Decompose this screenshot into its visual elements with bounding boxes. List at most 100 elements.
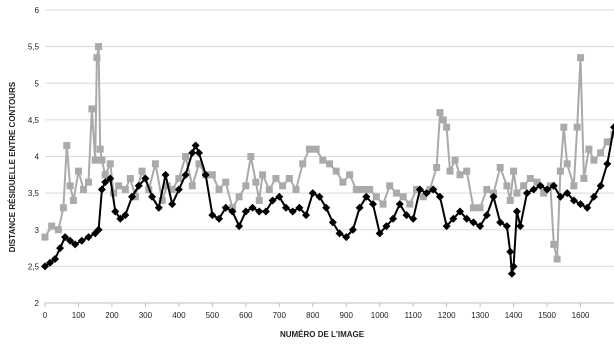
- data-point: [564, 160, 571, 167]
- data-point: [557, 168, 564, 175]
- data-point: [580, 175, 587, 182]
- data-point: [70, 197, 77, 204]
- x-tick-label: 300: [139, 311, 153, 320]
- x-tick-label: 1400: [505, 311, 523, 320]
- x-tick-label: 1300: [471, 311, 489, 320]
- data-point: [139, 168, 146, 175]
- data-point: [346, 171, 353, 178]
- data-point: [574, 124, 581, 131]
- y-tick-label: 4,5: [28, 116, 40, 125]
- data-point: [175, 175, 182, 182]
- data-point: [55, 226, 62, 233]
- data-point: [604, 138, 611, 145]
- data-point: [299, 160, 306, 167]
- y-tick-label: 6: [35, 6, 40, 15]
- y-tick-label: 2: [35, 299, 40, 308]
- data-point: [88, 105, 95, 112]
- x-tick-label: 1500: [538, 311, 556, 320]
- data-point: [107, 160, 114, 167]
- data-point: [446, 168, 453, 175]
- x-tick-label: 1100: [405, 311, 423, 320]
- data-point: [98, 157, 105, 164]
- data-point: [60, 204, 67, 211]
- y-axis-title: DISTANCE RÉSIDUELLE ENTRE CONTOURS: [8, 81, 17, 252]
- data-point: [577, 54, 584, 61]
- x-tick-label: 500: [206, 311, 220, 320]
- data-point: [463, 168, 470, 175]
- data-point: [252, 179, 259, 186]
- data-point: [247, 153, 254, 160]
- data-point: [95, 43, 102, 50]
- data-point: [259, 171, 266, 178]
- data-point: [313, 146, 320, 153]
- y-tick-label: 5,5: [28, 43, 40, 52]
- data-point: [319, 157, 326, 164]
- data-point: [306, 146, 313, 153]
- x-tick-label: 0: [43, 311, 48, 320]
- y-tick-label: 3,5: [28, 189, 40, 198]
- x-tick-label: 400: [172, 311, 186, 320]
- data-point: [477, 204, 484, 211]
- y-tick-label: 3: [35, 226, 40, 235]
- x-tick-label: 1200: [438, 311, 456, 320]
- data-point: [483, 186, 490, 193]
- data-point: [440, 116, 447, 123]
- data-point: [92, 157, 99, 164]
- data-point: [359, 186, 366, 193]
- y-tick-label: 2,5: [28, 262, 40, 271]
- data-point: [326, 160, 333, 167]
- data-point: [256, 197, 263, 204]
- data-point: [182, 153, 189, 160]
- data-point: [497, 164, 504, 171]
- x-tick-label: 100: [72, 311, 86, 320]
- x-tick-label: 1600: [572, 311, 590, 320]
- data-point: [585, 146, 592, 153]
- data-point: [366, 186, 373, 193]
- data-point: [554, 256, 561, 263]
- data-point: [590, 157, 597, 164]
- data-point: [122, 186, 129, 193]
- data-point: [570, 182, 577, 189]
- data-point: [152, 160, 159, 167]
- data-point: [470, 204, 477, 211]
- data-point: [75, 168, 82, 175]
- data-point: [242, 182, 249, 189]
- data-point: [97, 146, 104, 153]
- data-point: [115, 182, 122, 189]
- data-point: [457, 171, 464, 178]
- data-point: [209, 171, 216, 178]
- data-point: [452, 157, 459, 164]
- data-point: [127, 175, 134, 182]
- data-point: [279, 182, 286, 189]
- data-point: [443, 124, 450, 131]
- data-point: [85, 179, 92, 186]
- data-point: [93, 54, 100, 61]
- x-tick-label: 600: [239, 311, 253, 320]
- x-tick-label: 1000: [371, 311, 389, 320]
- x-tick-label: 900: [340, 311, 354, 320]
- data-point: [80, 186, 87, 193]
- data-point: [63, 142, 70, 149]
- data-point: [222, 179, 229, 186]
- data-point: [293, 186, 300, 193]
- x-tick-label: 800: [306, 311, 320, 320]
- data-point: [216, 186, 223, 193]
- data-point: [266, 186, 273, 193]
- data-point: [272, 175, 279, 182]
- x-axis-title: NUMÉRO DE L'IMAGE: [280, 330, 365, 339]
- data-point: [380, 201, 387, 208]
- data-point: [386, 182, 393, 189]
- data-point: [503, 182, 510, 189]
- x-tick-label: 200: [105, 311, 119, 320]
- data-point: [513, 190, 520, 197]
- data-point: [527, 175, 534, 182]
- data-point: [560, 124, 567, 131]
- data-point: [507, 197, 514, 204]
- data-point: [433, 164, 440, 171]
- data-point: [550, 241, 557, 248]
- data-point: [393, 190, 400, 197]
- data-point: [436, 109, 443, 116]
- data-point: [286, 175, 293, 182]
